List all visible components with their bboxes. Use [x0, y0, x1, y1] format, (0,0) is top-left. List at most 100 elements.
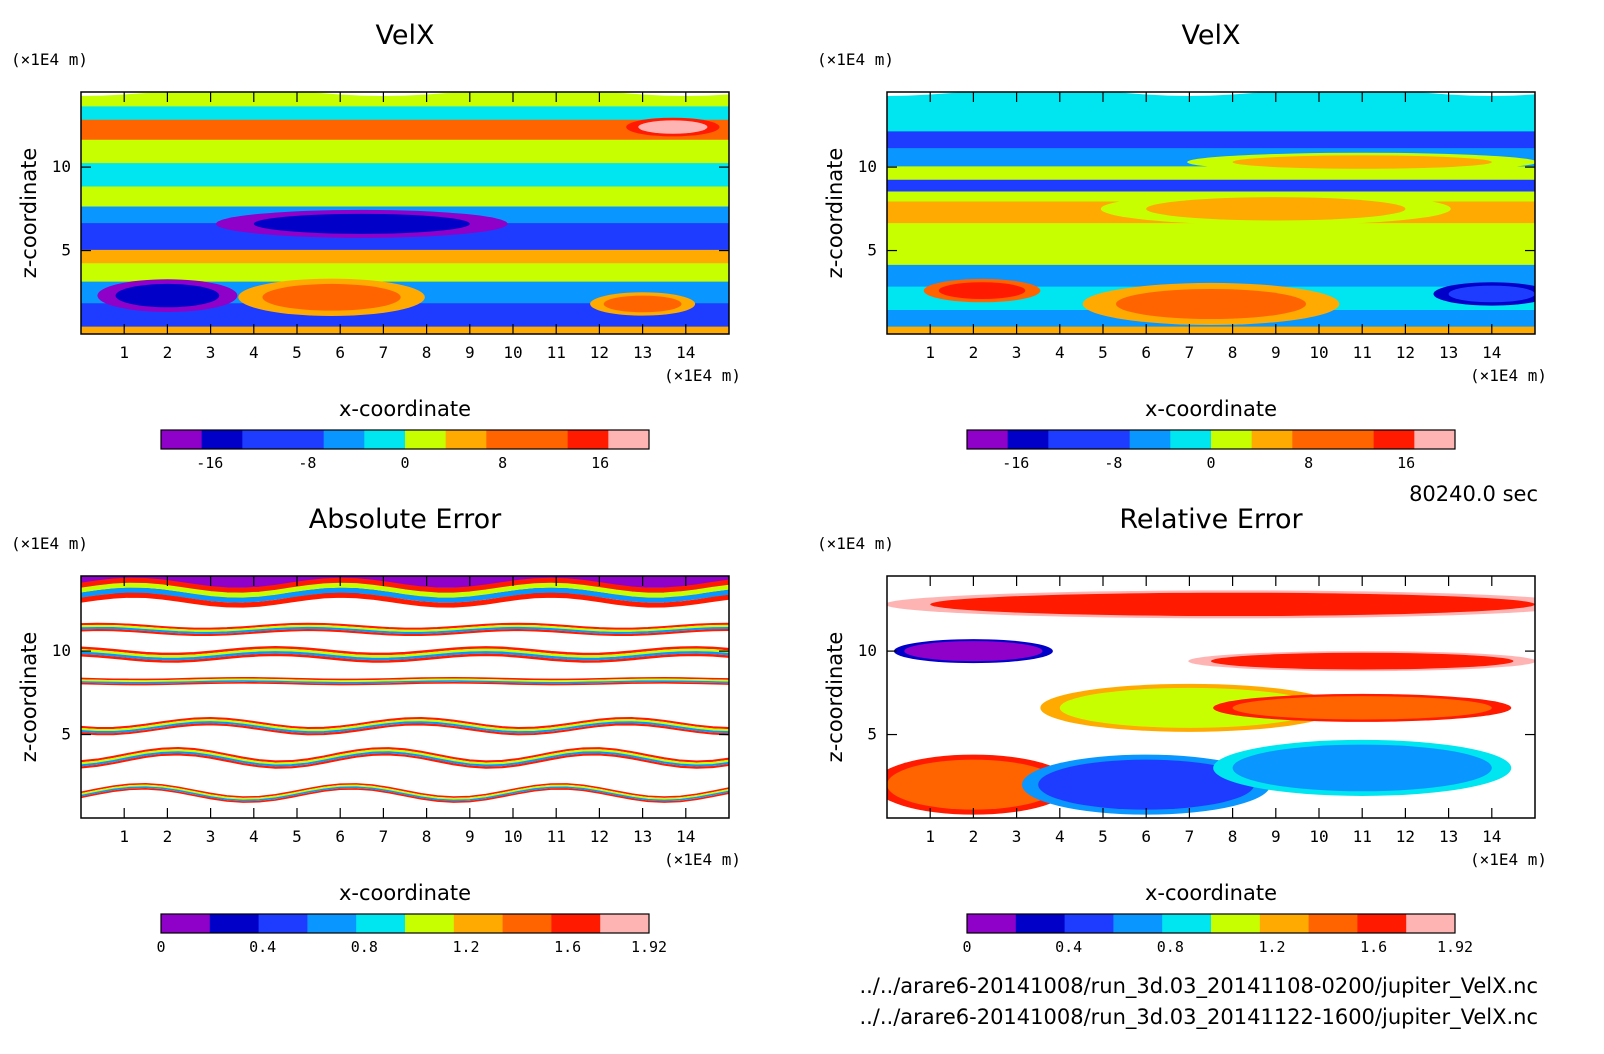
x-tick-label: 8 — [1228, 343, 1238, 362]
error-contour-line — [81, 676, 729, 681]
error-contour-line — [81, 753, 729, 769]
y-tick-label: 5 — [867, 241, 877, 260]
x-tick-label: 6 — [1141, 827, 1151, 846]
contour-band — [887, 121, 1535, 149]
plot-frame — [886, 575, 1536, 819]
error-patch — [1232, 744, 1492, 792]
x-tick-label: 1 — [119, 827, 129, 846]
colorbar-swatch — [283, 430, 325, 449]
colorbar-swatch — [405, 914, 455, 933]
x-tick-label: 11 — [1353, 343, 1372, 362]
x-tick-label: 4 — [1055, 343, 1065, 362]
x-tick-label: 4 — [249, 343, 259, 362]
colorbar-swatch — [1129, 430, 1171, 449]
x-tick-label: 3 — [1012, 827, 1022, 846]
x-tick-label: 13 — [633, 827, 652, 846]
error-contour-line — [81, 784, 729, 800]
time-label: 80240.0 sec — [1409, 482, 1538, 506]
colorbar-swatch — [608, 430, 650, 449]
x-tick-label: 6 — [335, 343, 345, 362]
y-unit-label: (×1E4 m) — [11, 50, 88, 69]
error-contour-line — [81, 681, 729, 686]
colorbar-swatch — [1373, 430, 1415, 449]
chart-title: Relative Error — [1119, 504, 1303, 535]
colorbar-tick-label: 1.92 — [1437, 938, 1473, 956]
x-axis-label: x-coordinate — [1145, 397, 1277, 421]
x-tick-label: 13 — [1439, 343, 1458, 362]
contour-blob — [253, 213, 470, 234]
error-contour-line — [81, 648, 729, 658]
colorbar-tick-label: 0 — [400, 454, 409, 472]
colorbar-tick-label: -8 — [1104, 454, 1122, 472]
colorbar-tick-label: -8 — [298, 454, 316, 472]
error-contour-line — [81, 751, 729, 767]
x-tick-label: 8 — [422, 827, 432, 846]
x-tick-label: 3 — [1012, 343, 1022, 362]
colorbar-swatch — [527, 430, 569, 449]
colorbar-swatch — [1292, 430, 1334, 449]
colorbar-swatch — [307, 914, 357, 933]
error-contour-line — [81, 592, 729, 608]
x-tick-label: 1 — [119, 343, 129, 362]
colorbar-swatch — [209, 914, 260, 933]
error-contour-line — [81, 653, 729, 663]
error-contour-line — [81, 723, 729, 736]
field — [887, 92, 1535, 334]
contour-blob — [1146, 197, 1406, 221]
colorbar-swatch — [1406, 914, 1456, 933]
y-tick-label: 10 — [52, 157, 71, 176]
y-unit-label: (×1E4 m) — [11, 534, 88, 553]
field — [887, 576, 1535, 818]
colorbar-swatch — [1251, 430, 1293, 449]
contour-blob — [1115, 288, 1307, 319]
contour-blob — [938, 282, 1026, 299]
x-unit-label: (×1E4 m) — [664, 850, 741, 869]
y-tick-label: 10 — [858, 641, 877, 660]
x-tick-label: 2 — [163, 343, 173, 362]
colorbar-tick-label: 0 — [962, 938, 971, 956]
x-tick-label: 5 — [292, 343, 302, 362]
x-tick-label: 14 — [1482, 343, 1501, 362]
x-tick-label: 12 — [590, 827, 609, 846]
x-tick-label: 2 — [969, 827, 979, 846]
colorbar-frame — [966, 913, 1456, 934]
colorbar-tick-label: 8 — [1304, 454, 1313, 472]
error-contour-line — [81, 678, 729, 682]
y-axis-label: z-coordinate — [17, 148, 41, 279]
error-contour-line — [81, 719, 729, 732]
x-unit-label: (×1E4 m) — [1470, 850, 1547, 869]
colorbar-swatch — [201, 430, 243, 449]
error-contour-line — [81, 782, 729, 798]
error-contour-line — [81, 721, 729, 734]
y-unit-label: (×1E4 m) — [817, 50, 894, 69]
x-tick-label: 4 — [249, 827, 259, 846]
x-tick-label: 3 — [206, 827, 216, 846]
x-tick-label: 7 — [1185, 827, 1195, 846]
contour-band — [887, 213, 1535, 265]
colorbar-swatch — [323, 430, 365, 449]
colorbar-swatch — [486, 430, 528, 449]
x-tick-label: 10 — [1309, 827, 1328, 846]
x-tick-label: 1 — [925, 827, 935, 846]
x-tick-label: 14 — [1482, 827, 1501, 846]
colorbar-tick-label: 16 — [591, 454, 609, 472]
x-axis-label: x-coordinate — [339, 397, 471, 421]
colorbar-tick-label: 0.8 — [351, 938, 378, 956]
plot-frame — [80, 91, 730, 335]
x-tick-label: 5 — [1098, 343, 1108, 362]
y-tick-label: 10 — [858, 157, 877, 176]
x-tick-label: 2 — [969, 343, 979, 362]
colorbar-swatch — [356, 914, 406, 933]
colorbar-tick-label: 1.2 — [1258, 938, 1285, 956]
colorbar-swatch — [242, 430, 284, 449]
error-patch — [1211, 652, 1514, 670]
colorbar-swatch — [1162, 914, 1212, 933]
colorbar-tick-label: 16 — [1397, 454, 1415, 472]
error-contour-line — [81, 787, 729, 803]
colorbar-swatch — [1007, 430, 1049, 449]
colorbar-swatch — [567, 430, 609, 449]
plot-background — [81, 576, 729, 818]
x-tick-label: 8 — [422, 343, 432, 362]
